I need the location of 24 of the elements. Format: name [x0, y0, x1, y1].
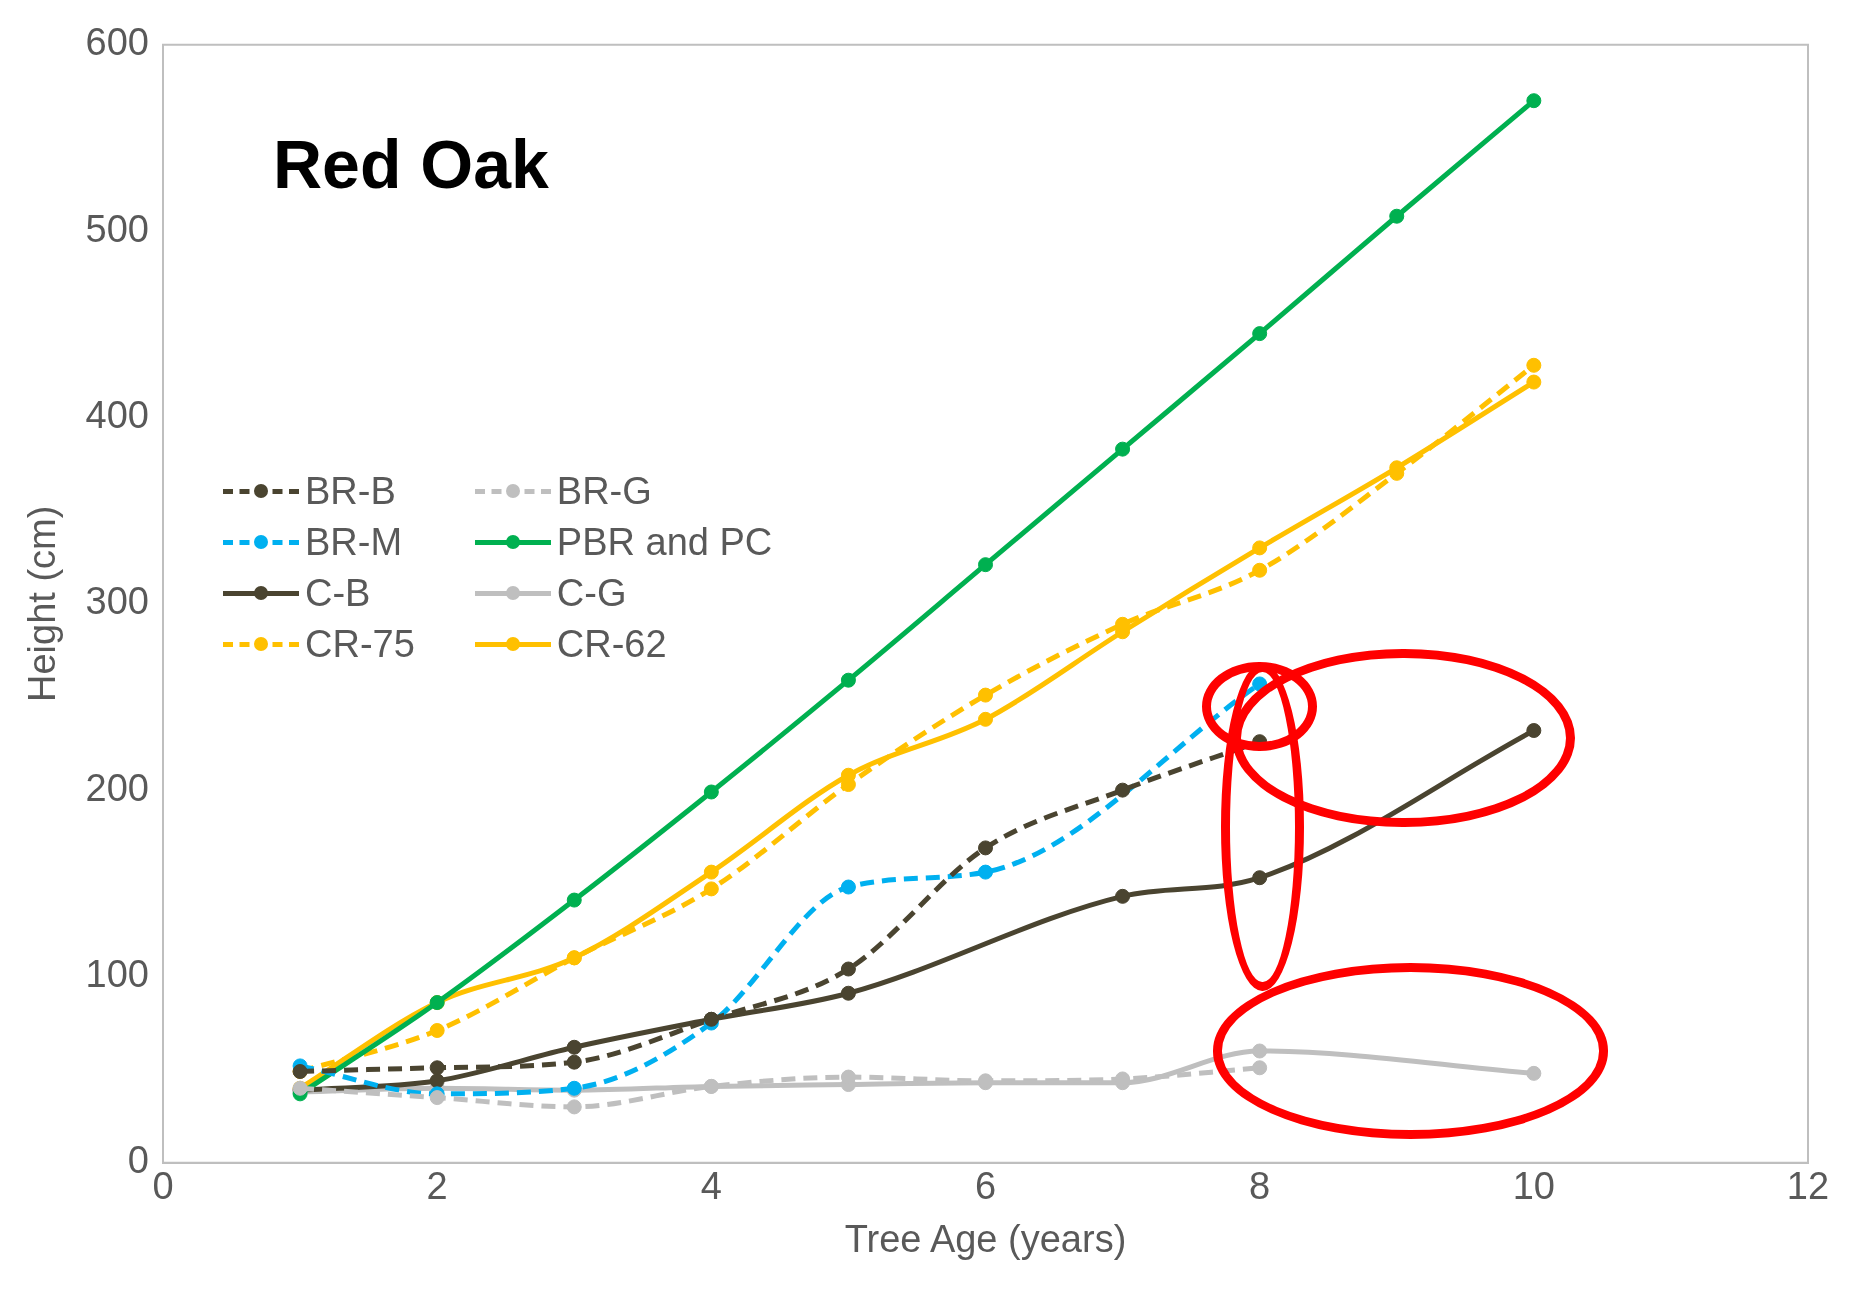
y-tick-label: 100 — [85, 952, 149, 995]
legend-label: BR-M — [305, 520, 403, 564]
text: Red Oak — [273, 124, 549, 203]
x-tick-label: 10 — [1512, 1165, 1555, 1208]
y-tick-label: 600 — [85, 21, 149, 64]
legend-label: C-B — [305, 571, 371, 615]
x-tick-label: 8 — [1249, 1165, 1271, 1208]
x-tick-label: 4 — [700, 1165, 722, 1208]
legend-label: C-G — [556, 571, 627, 615]
y-tick-label: 200 — [85, 766, 149, 809]
legend-label: PBR and PC — [556, 520, 773, 564]
y-tick-label: 400 — [85, 393, 149, 436]
legend-label: CR-62 — [556, 622, 667, 666]
legend-label: BR-G — [556, 469, 652, 513]
y-tick-label: 500 — [85, 207, 149, 250]
x-tick-label: 6 — [974, 1165, 997, 1208]
y-tick-label: 0 — [127, 1139, 149, 1182]
y-tick-label: 300 — [85, 580, 149, 623]
legend-label: BR-B — [305, 469, 396, 513]
x-tick-label: 2 — [426, 1165, 448, 1208]
x-tick-label: 12 — [1786, 1165, 1830, 1208]
legend-label: CR-75 — [305, 622, 415, 666]
y-axis-title: Height (cm) — [21, 505, 64, 702]
x-axis-title: Tree Age (years) — [844, 1217, 1127, 1260]
